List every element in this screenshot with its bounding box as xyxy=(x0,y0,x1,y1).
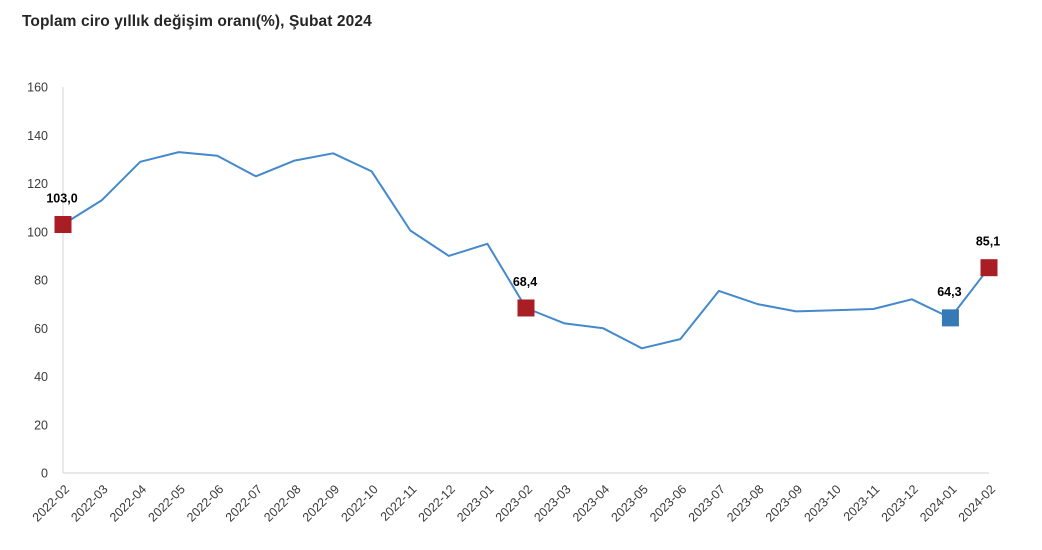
x-axis-tick-label: 2023-12 xyxy=(879,482,921,524)
x-axis-tick-label: 2023-03 xyxy=(531,482,573,524)
x-axis-tick-label: 2022-05 xyxy=(146,482,188,524)
x-axis-tick-label: 2022-04 xyxy=(107,482,149,524)
series-line xyxy=(62,151,990,350)
data-point-marker[interactable] xyxy=(980,259,998,277)
data-point-marker[interactable] xyxy=(54,216,72,234)
x-axis-tick-label: 2023-01 xyxy=(454,482,496,524)
x-axis-tick-label: 2022-03 xyxy=(68,482,110,524)
x-axis-tick-label: 2022-12 xyxy=(416,482,458,524)
x-axis-tick-label: 2023-07 xyxy=(686,482,728,524)
x-axis-tick-label: 2023-04 xyxy=(570,482,612,524)
x-axis-tick-label: 2023-05 xyxy=(609,482,651,524)
x-axis-tick-label: 2022-11 xyxy=(378,482,420,524)
y-axis-tick-label: 100 xyxy=(27,225,48,239)
data-point-marker[interactable] xyxy=(517,299,535,317)
x-axis-tick-label: 2023-06 xyxy=(647,482,689,524)
y-axis-tick-label: 20 xyxy=(34,418,48,432)
y-axis-tick-label: 120 xyxy=(27,177,48,191)
x-axis-tick-label: 2023-09 xyxy=(763,482,805,524)
data-point-label: 103,0 xyxy=(46,192,77,206)
data-point-label: 64,3 xyxy=(937,285,961,299)
y-axis-tick-label: 0 xyxy=(41,467,48,481)
x-axis-tick-label: 2024-02 xyxy=(956,482,998,524)
x-axis-tick-label: 2023-10 xyxy=(801,482,843,524)
data-point-marker[interactable] xyxy=(941,309,959,327)
x-axis-tick-label: 2022-08 xyxy=(261,482,303,524)
x-axis-tick-label: 2023-08 xyxy=(724,482,766,524)
x-axis-tick-label: 2022-02 xyxy=(30,482,72,524)
x-axis-tick-label: 2022-10 xyxy=(338,482,380,524)
x-axis-tick-label: 2024-01 xyxy=(917,482,959,524)
x-axis-tick-label: 2022-06 xyxy=(184,482,226,524)
y-axis-tick-label: 160 xyxy=(27,81,48,95)
x-axis-tick-label: 2022-07 xyxy=(223,482,265,524)
data-point-label: 68,4 xyxy=(513,275,537,289)
y-axis-tick-label: 80 xyxy=(34,274,48,288)
y-axis-tick-label: 60 xyxy=(34,322,48,336)
data-point-label: 85,1 xyxy=(976,235,1000,249)
x-axis-tick-label: 2023-02 xyxy=(493,482,535,524)
y-axis-tick-label: 40 xyxy=(34,370,48,384)
chart-title: Toplam ciro yıllık değişim oranı(%), Şub… xyxy=(22,13,372,30)
x-axis-tick-label: 2022-09 xyxy=(300,482,342,524)
y-axis-tick-label: 140 xyxy=(27,129,48,143)
x-axis-tick-label: 2023-11 xyxy=(841,482,883,524)
